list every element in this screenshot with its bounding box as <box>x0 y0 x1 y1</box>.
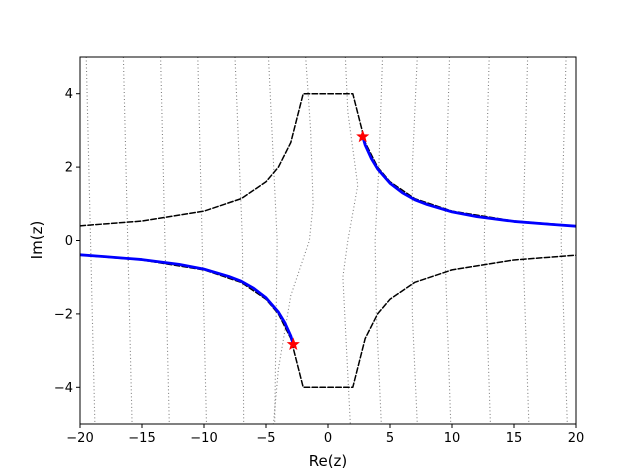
y-tick-label-3: 0 <box>65 234 73 249</box>
star-marker-2 <box>286 337 300 350</box>
x-tick-label-7: 10 <box>444 431 461 446</box>
x-axis-label: Re(z) <box>309 452 348 470</box>
y-axis-label: Im(z) <box>28 221 46 260</box>
x-tick-label-4: −5 <box>256 431 275 446</box>
x-tick-label-1: −20 <box>66 431 93 446</box>
dashed-curve-1 <box>80 92 576 227</box>
y-tick-label-4: 2 <box>65 161 73 176</box>
blue-curve-3 <box>361 135 576 228</box>
y-tick-label-1: −4 <box>54 381 73 396</box>
y-tick-label-2: −2 <box>54 307 73 322</box>
x-tick-label-3: −10 <box>190 431 217 446</box>
blue-curve-4 <box>80 253 295 346</box>
plot-area <box>80 57 576 424</box>
star-marker-1 <box>356 129 370 143</box>
x-tick-label-2: −15 <box>128 431 155 446</box>
dashed-curve-2 <box>80 254 576 389</box>
x-tick-label-6: 5 <box>386 431 394 446</box>
dotted-line-10 <box>411 57 418 424</box>
dotted-line-7 <box>272 57 314 424</box>
x-tick-label-8: 15 <box>506 431 523 446</box>
y-tick-label-5: 4 <box>65 87 73 102</box>
x-tick-label-5: 0 <box>324 431 332 446</box>
x-tick-label-9: 20 <box>568 431 585 446</box>
